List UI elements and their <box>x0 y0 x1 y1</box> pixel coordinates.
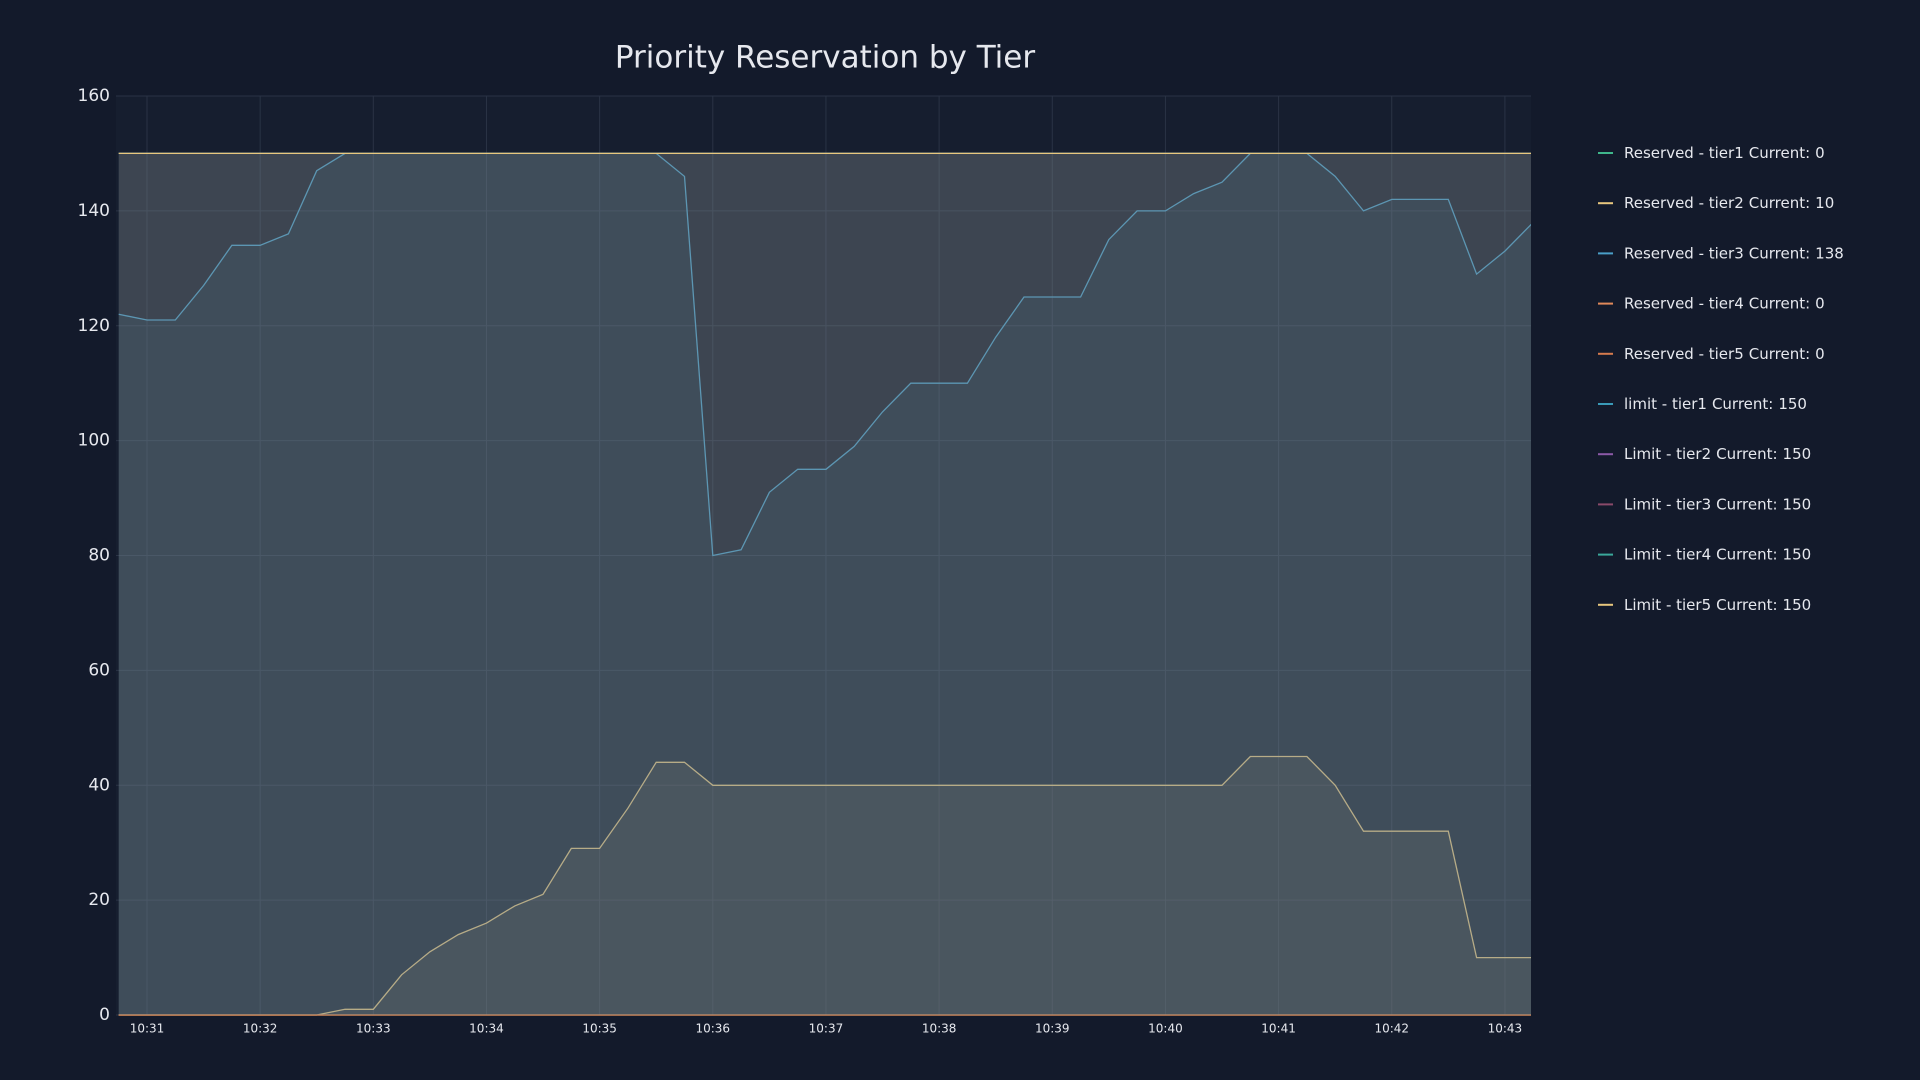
legend-entry: Limit - tier4 Current: 150 <box>1624 545 1811 563</box>
x-tick-label: 10:37 <box>809 1022 844 1036</box>
y-tick-label: 60 <box>88 660 110 680</box>
legend-name: Limit - tier2 <box>1624 445 1711 463</box>
y-tick-label: 140 <box>78 201 110 221</box>
legend-name: Reserved - tier4 <box>1624 294 1744 312</box>
legend-current-label: Current: <box>1716 595 1777 613</box>
legend-name: Reserved - tier2 <box>1624 194 1744 212</box>
x-tick-label: 10:36 <box>695 1022 730 1036</box>
legend-current-label: Current: <box>1749 244 1810 262</box>
legend-current-value: 0 <box>1815 344 1825 362</box>
legend-current-value: 150 <box>1783 495 1812 513</box>
legend-current-value: 0 <box>1815 144 1825 162</box>
y-tick-label: 120 <box>78 316 110 336</box>
legend-current-value: 138 <box>1815 244 1844 262</box>
legend-name: Reserved - tier5 <box>1624 344 1744 362</box>
x-tick-label: 10:41 <box>1261 1022 1296 1036</box>
legend-current-value: 150 <box>1783 595 1812 613</box>
legend-current-value: 150 <box>1783 445 1812 463</box>
y-tick-label: 40 <box>88 775 110 795</box>
series-layer <box>118 152 1531 1016</box>
legend-current-label: Current: <box>1712 395 1773 413</box>
legend-entry: Reserved - tier1 Current: 0 <box>1624 144 1825 162</box>
x-tick-label: 10:33 <box>356 1022 391 1036</box>
area <box>118 153 1531 1015</box>
x-tick-label: 10:34 <box>469 1022 504 1036</box>
x-tick-label: 10:39 <box>1035 1022 1070 1036</box>
area <box>118 153 1531 1015</box>
x-tick-label: 10:40 <box>1148 1022 1183 1036</box>
grid <box>116 95 1531 1016</box>
legend-current-label: Current: <box>1749 344 1810 362</box>
legend-current-label: Current: <box>1749 194 1810 212</box>
legend-name: Limit - tier3 <box>1624 495 1711 513</box>
x-tick-label: 10:42 <box>1374 1022 1409 1036</box>
legend-current-label: Current: <box>1749 144 1810 162</box>
x-tick-label: 10:38 <box>922 1022 957 1036</box>
legend-current-label: Current: <box>1716 495 1777 513</box>
y-tick-label: 80 <box>88 546 110 566</box>
area <box>118 153 1531 1015</box>
legend-entry: Limit - tier3 Current: 150 <box>1624 495 1811 513</box>
y-tick-label: 0 <box>99 1005 110 1025</box>
x-tick-label: 10:32 <box>243 1022 278 1036</box>
x-tick-label: 10:35 <box>582 1022 617 1036</box>
legend-current-value: 0 <box>1815 294 1825 312</box>
area <box>118 153 1531 1015</box>
area <box>118 153 1531 1015</box>
axes: 0 20 40 60 80 100 120 140 160 10:31 10:32 10:33 10:3… <box>78 86 1523 1036</box>
legend-current-value: 150 <box>1783 545 1812 563</box>
legend-current-label: Current: <box>1716 545 1777 563</box>
legend-name: Reserved - tier1 <box>1624 144 1744 162</box>
area <box>118 756 1531 1015</box>
x-tick-label: 10:31 <box>130 1022 165 1036</box>
legend-entry: Reserved - tier5 Current: 0 <box>1624 344 1825 362</box>
legend-entry: Limit - tier5 Current: 150 <box>1624 595 1811 613</box>
legend-name: Limit - tier4 <box>1624 545 1711 563</box>
legend-entry: Reserved - tier3 Current: 138 <box>1624 244 1844 262</box>
x-tick-label: 10:43 <box>1488 1022 1523 1036</box>
legend-name: Limit - tier5 <box>1624 595 1711 613</box>
y-tick-label: 100 <box>78 431 110 451</box>
legend-entry: Reserved - tier4 Current: 0 <box>1624 294 1825 312</box>
legend-name: Reserved - tier3 <box>1624 244 1744 262</box>
y-tick-label: 160 <box>78 86 110 106</box>
y-tick-label: 20 <box>88 890 110 910</box>
legend-entry: Limit - tier2 Current: 150 <box>1624 445 1811 463</box>
chart-title: Priority Reservation by Tier <box>615 40 1035 76</box>
legend-current-label: Current: <box>1749 294 1810 312</box>
legend-entry: Reserved - tier2 Current: 10 <box>1624 194 1834 212</box>
area <box>118 153 1531 1015</box>
legend-name: limit - tier1 <box>1624 395 1707 413</box>
legend-current-value: 150 <box>1778 395 1807 413</box>
line <box>118 755 1531 1016</box>
legend-current-value: 10 <box>1815 194 1834 212</box>
legend-current-label: Current: <box>1716 445 1777 463</box>
legend-entry: limit - tier1 Current: 150 <box>1624 395 1807 413</box>
